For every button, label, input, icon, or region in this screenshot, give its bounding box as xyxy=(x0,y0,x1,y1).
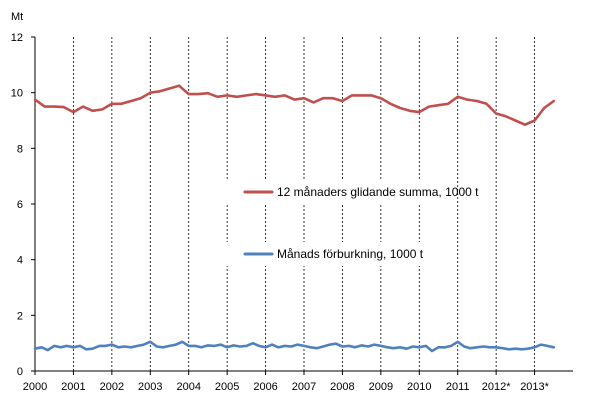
x-tick-label: 2003 xyxy=(138,381,162,393)
y-tick-label: 8 xyxy=(17,143,23,155)
series-line-2 xyxy=(33,340,556,353)
x-tick-label: 2011 xyxy=(446,381,470,393)
x-tick-label: 2006 xyxy=(253,381,277,393)
x-tick-label: 2013* xyxy=(520,381,549,393)
x-tick-label: 2002 xyxy=(100,381,124,393)
x-tick-label: 2001 xyxy=(61,381,85,393)
x-tick-labels: 2000 2001 2002 2003 2004 2005 2006 2007 2008 2009… xyxy=(23,381,550,393)
series-lines xyxy=(33,84,556,353)
y-axis-label: Mt xyxy=(11,11,23,23)
y-tick-label: 2 xyxy=(17,310,23,322)
y-tick-label: 0 xyxy=(17,366,23,378)
series-line-1 xyxy=(33,84,556,126)
legend-label-2: Månads förburkning, 1000 t xyxy=(277,247,424,261)
x-tick-label: 2012* xyxy=(482,381,511,393)
y-tick-label: 4 xyxy=(17,255,23,267)
legend-label-1: 12 månaders glidande summa, 1000 t xyxy=(277,185,479,199)
x-tick-label: 2008 xyxy=(330,381,354,393)
axes xyxy=(31,36,573,375)
x-tick-label: 2007 xyxy=(292,381,316,393)
y-tick-label: 12 xyxy=(11,32,23,44)
y-tick-label: 6 xyxy=(17,199,23,211)
x-tick-label: 2010 xyxy=(407,381,431,393)
x-tick-label: 2004 xyxy=(176,381,200,393)
x-tick-label: 2005 xyxy=(215,381,239,393)
x-tick-label: 2009 xyxy=(369,381,393,393)
y-tick-label: 10 xyxy=(11,88,23,100)
y-tick-labels: 0 2 4 6 8 10 12 xyxy=(11,32,23,378)
legend: 12 månaders glidande summa, 1000 t Månads… xyxy=(207,180,479,266)
x-tick-label: 2000 xyxy=(23,381,47,393)
